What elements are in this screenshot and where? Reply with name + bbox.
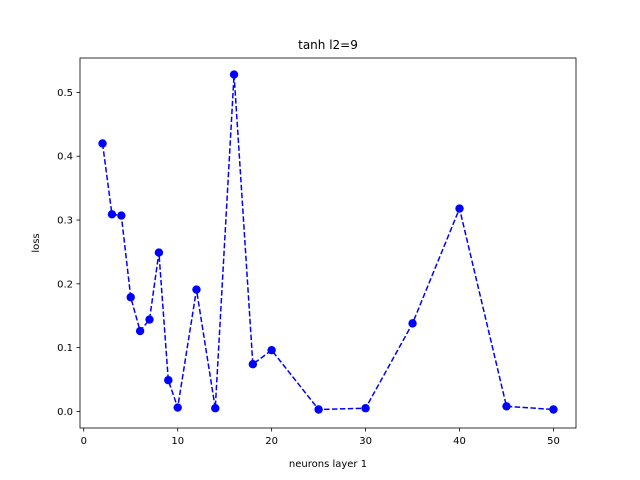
x-tick-label: 40 (453, 436, 466, 447)
data-point (154, 248, 164, 257)
series-group (98, 70, 558, 414)
data-point (314, 405, 323, 414)
plot-area (80, 58, 576, 428)
series-line (101, 74, 554, 411)
y-tick-label: 0.3 (57, 216, 73, 227)
data-point (229, 70, 239, 79)
data-point (126, 293, 135, 302)
chart-title: tanh l2=9 (298, 38, 358, 52)
data-point (173, 403, 182, 412)
data-point (98, 139, 107, 148)
data-point (211, 404, 220, 413)
data-point (107, 210, 117, 219)
data-point (192, 285, 201, 294)
data-point (267, 345, 276, 355)
data-point (117, 211, 126, 220)
data-point (164, 375, 173, 385)
y-tick-label: 0.5 (57, 88, 73, 99)
data-point (549, 405, 558, 414)
y-tick-label: 0.1 (57, 343, 73, 354)
y-tick-label: 0.0 (57, 407, 73, 418)
y-tick-label: 0.2 (57, 279, 73, 290)
data-point (361, 404, 370, 413)
x-axis-label: neurons layer 1 (289, 459, 367, 470)
data-point (502, 402, 511, 411)
data-point (135, 326, 145, 336)
x-tick-label: 20 (265, 436, 278, 447)
axis-ticks: 0 10 20 30 40 50 0.0 0.1 0.2 0.3 0.4 0.5 (57, 88, 560, 447)
y-tick-label: 0.4 (57, 152, 73, 163)
data-point (455, 204, 464, 213)
x-tick-label: 10 (171, 436, 184, 447)
x-tick-label: 50 (547, 436, 560, 447)
y-axis-label: loss (31, 233, 42, 252)
x-tick-label: 0 (81, 436, 87, 447)
plot-frame (79, 57, 577, 429)
data-point (248, 360, 258, 369)
data-point (145, 315, 154, 324)
x-tick-label: 30 (359, 436, 372, 447)
data-point (408, 319, 417, 328)
